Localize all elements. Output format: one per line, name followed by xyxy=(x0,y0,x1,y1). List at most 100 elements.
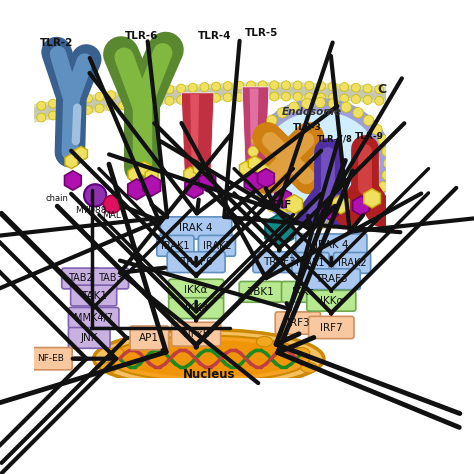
Circle shape xyxy=(72,96,81,104)
Polygon shape xyxy=(321,201,338,220)
Circle shape xyxy=(372,192,382,202)
FancyBboxPatch shape xyxy=(239,282,283,302)
Circle shape xyxy=(375,85,383,94)
FancyBboxPatch shape xyxy=(302,269,360,290)
Polygon shape xyxy=(353,196,369,215)
Text: C: C xyxy=(377,83,386,96)
Circle shape xyxy=(246,81,255,90)
Circle shape xyxy=(363,115,374,126)
Circle shape xyxy=(317,82,325,91)
Ellipse shape xyxy=(94,330,324,388)
Circle shape xyxy=(378,135,389,146)
Circle shape xyxy=(289,102,299,112)
FancyBboxPatch shape xyxy=(68,308,119,328)
FancyBboxPatch shape xyxy=(29,347,72,370)
Circle shape xyxy=(317,93,325,102)
Text: MMK4/7: MMK4/7 xyxy=(74,313,113,323)
Text: TAK1: TAK1 xyxy=(81,291,107,301)
FancyBboxPatch shape xyxy=(169,279,224,300)
Circle shape xyxy=(84,184,106,207)
FancyBboxPatch shape xyxy=(130,326,169,350)
Circle shape xyxy=(375,96,383,105)
Ellipse shape xyxy=(201,333,217,343)
FancyBboxPatch shape xyxy=(282,282,325,302)
Circle shape xyxy=(258,192,269,202)
Circle shape xyxy=(353,108,363,118)
FancyBboxPatch shape xyxy=(172,322,220,346)
Circle shape xyxy=(363,84,372,93)
Text: TAB3: TAB3 xyxy=(98,273,122,283)
FancyBboxPatch shape xyxy=(307,291,356,311)
Circle shape xyxy=(305,81,314,90)
FancyBboxPatch shape xyxy=(71,285,117,306)
Circle shape xyxy=(235,81,244,90)
Circle shape xyxy=(200,82,209,91)
Circle shape xyxy=(315,219,325,229)
Circle shape xyxy=(267,115,277,126)
Polygon shape xyxy=(34,82,386,123)
Circle shape xyxy=(301,218,312,228)
Polygon shape xyxy=(184,167,197,182)
Circle shape xyxy=(154,97,162,106)
Circle shape xyxy=(246,92,255,101)
FancyBboxPatch shape xyxy=(68,328,110,348)
Polygon shape xyxy=(190,94,199,171)
Text: TRAF3: TRAF3 xyxy=(315,274,347,284)
Circle shape xyxy=(223,82,232,91)
FancyBboxPatch shape xyxy=(161,217,232,239)
FancyBboxPatch shape xyxy=(292,253,329,273)
Text: TLR-6: TLR-6 xyxy=(125,31,158,41)
Circle shape xyxy=(340,94,349,103)
Circle shape xyxy=(258,92,267,101)
Text: MAL: MAL xyxy=(102,210,121,219)
Circle shape xyxy=(95,104,104,113)
Circle shape xyxy=(48,99,57,108)
Text: IRF3: IRF3 xyxy=(287,318,309,328)
Polygon shape xyxy=(256,164,269,178)
Circle shape xyxy=(83,106,92,114)
Circle shape xyxy=(252,182,262,192)
Text: TRAF3: TRAF3 xyxy=(263,257,296,267)
Text: NFκB: NFκB xyxy=(182,329,210,339)
Circle shape xyxy=(83,94,92,103)
Circle shape xyxy=(118,90,128,98)
Circle shape xyxy=(37,113,46,122)
Circle shape xyxy=(211,93,220,102)
Circle shape xyxy=(301,99,312,109)
Circle shape xyxy=(142,99,151,108)
Ellipse shape xyxy=(259,110,381,217)
Circle shape xyxy=(177,95,186,104)
Polygon shape xyxy=(138,161,151,176)
Circle shape xyxy=(282,81,291,90)
Circle shape xyxy=(258,124,269,135)
Text: TLR-3: TLR-3 xyxy=(292,123,321,132)
Text: IKKε: IKKε xyxy=(292,287,314,297)
Circle shape xyxy=(328,218,339,228)
Circle shape xyxy=(293,81,302,90)
Text: AP1: AP1 xyxy=(139,333,159,343)
Circle shape xyxy=(353,209,363,219)
Circle shape xyxy=(200,94,209,103)
Circle shape xyxy=(107,91,116,100)
Circle shape xyxy=(130,100,139,109)
Text: IKKα: IKKα xyxy=(319,296,343,306)
Polygon shape xyxy=(244,172,262,192)
Polygon shape xyxy=(274,189,292,208)
Circle shape xyxy=(258,81,267,90)
Circle shape xyxy=(252,135,262,146)
Circle shape xyxy=(270,92,279,101)
Text: IKKβ: IKKβ xyxy=(184,303,208,313)
Ellipse shape xyxy=(293,347,310,358)
Text: IRAK1: IRAK1 xyxy=(161,241,190,251)
FancyBboxPatch shape xyxy=(169,298,224,319)
Ellipse shape xyxy=(108,336,310,382)
Circle shape xyxy=(277,108,287,118)
Circle shape xyxy=(382,170,392,181)
Circle shape xyxy=(363,201,374,212)
Text: TLR-4: TLR-4 xyxy=(198,31,231,41)
Circle shape xyxy=(383,158,394,169)
Ellipse shape xyxy=(256,337,273,347)
Circle shape xyxy=(188,83,197,92)
Circle shape xyxy=(293,92,302,101)
Ellipse shape xyxy=(145,337,161,347)
